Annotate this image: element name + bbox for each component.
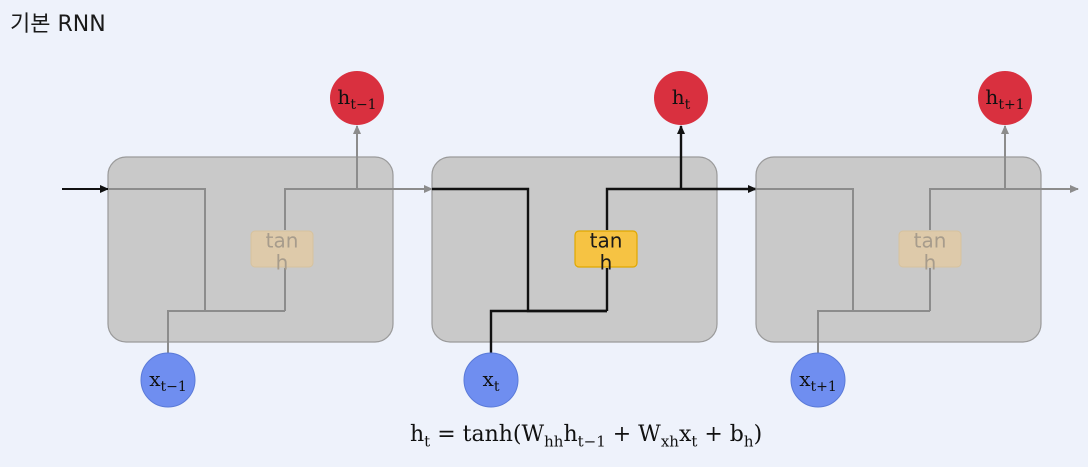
rnn-cell-2: tan h ht xt [431,71,757,408]
input-node-label: xt [483,367,500,395]
output-node-h-t [654,71,708,125]
input-wire [489,309,607,353]
tanh-label-line2: h [600,251,613,275]
input-node-label: xt−1 [149,367,187,395]
tanh-label-line1: tan [914,229,947,253]
tanh-box [898,230,962,268]
rnn-formula: ht = tanh(Whhht−1 + Wxhxt + bh) [410,422,763,451]
input-node-x-t [463,352,519,408]
output-node-label: ht [672,85,691,113]
output-node-label: ht+1 [985,85,1024,113]
input-wire [817,310,930,353]
tanh-label-line2: h [276,251,289,275]
tanh-label-line1: tan [590,229,623,253]
hidden-output-wire [929,185,1079,230]
hidden-output-wire [284,185,433,230]
input-node-label: xt+1 [799,367,837,395]
output-node-h-t-minus-1 [330,71,384,125]
tanh-box [250,230,314,268]
hidden-output-wire [605,185,757,230]
tanh-label-line1: tan [266,229,299,253]
output-node-h-t-plus-1 [978,71,1032,125]
input-wire [167,310,285,353]
page-title: 기본 RNN [10,12,106,37]
output-node-label: ht−1 [337,85,376,113]
rnn-cell-1: tan h ht−1 xt−1 [62,71,433,408]
rnn-cell-3: tan h ht+1 xt+1 [755,71,1079,408]
tanh-label-line2: h [924,251,937,275]
input-node-x-t-minus-1 [140,352,196,408]
input-node-x-t-plus-1 [790,352,846,408]
tanh-box-active [574,230,638,268]
